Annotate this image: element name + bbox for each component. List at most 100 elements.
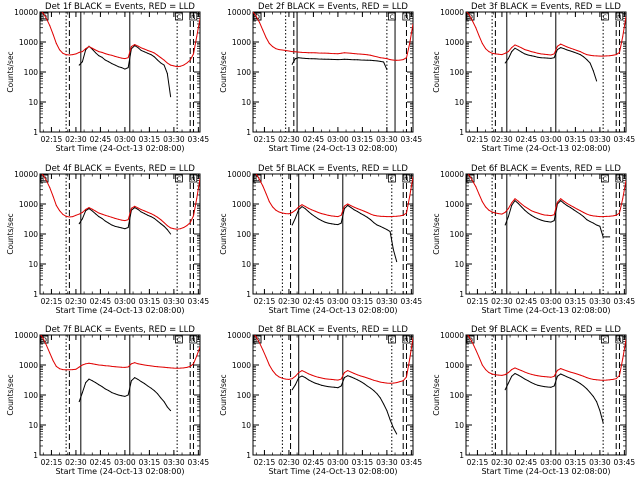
- data-point-lld: [62, 213, 64, 215]
- data-point-events: [550, 386, 552, 388]
- data-point-lld: [327, 52, 329, 54]
- data-point-events: [563, 374, 565, 376]
- data-point-lld: [547, 376, 549, 378]
- corner-marker-box: [253, 335, 262, 344]
- data-point-lld: [72, 54, 74, 56]
- data-point-lld: [59, 210, 61, 212]
- data-point-lld: [189, 365, 191, 367]
- data-point-lld: [291, 51, 293, 53]
- data-point-lld: [288, 213, 290, 215]
- data-point-events: [511, 375, 513, 377]
- data-point-lld: [337, 379, 339, 381]
- y-tick-label: 100: [24, 230, 39, 239]
- data-point-lld: [98, 364, 100, 366]
- data-point-lld: [586, 377, 588, 379]
- data-point-lld: [262, 349, 264, 351]
- data-point-lld: [137, 363, 139, 365]
- panel-title: Det 7f BLACK = Events, RED = LLD: [45, 325, 195, 335]
- data-point-lld: [121, 219, 123, 221]
- data-point-events: [366, 59, 368, 61]
- series-line-lld: [467, 335, 626, 381]
- corner-marker-box: [40, 12, 49, 21]
- y-tick-label: 10: [241, 421, 251, 430]
- data-point-lld: [521, 47, 523, 49]
- data-point-lld: [150, 213, 152, 215]
- data-point-lld: [399, 59, 401, 61]
- data-point-lld: [527, 208, 529, 210]
- data-point-events: [514, 47, 516, 49]
- data-point-lld: [134, 44, 136, 46]
- data-point-events: [596, 401, 598, 403]
- corner-marker-label: C: [177, 14, 181, 21]
- x-tick-label: 03:30: [589, 297, 611, 306]
- data-point-lld: [605, 215, 607, 217]
- data-point-lld: [272, 370, 274, 372]
- x-tick-label: 03:45: [614, 135, 636, 144]
- data-point-lld: [68, 216, 70, 218]
- data-point-lld: [334, 379, 336, 381]
- data-point-events: [383, 403, 385, 405]
- data-point-events: [157, 220, 159, 222]
- data-point-events: [576, 211, 578, 213]
- data-point-events: [537, 218, 539, 220]
- data-point-lld: [485, 48, 487, 50]
- data-point-lld: [114, 217, 116, 219]
- x-tick-label: 03:30: [163, 135, 185, 144]
- data-point-events: [304, 208, 306, 210]
- data-point-lld: [288, 378, 290, 380]
- data-point-lld: [347, 203, 349, 205]
- data-point-lld: [272, 206, 274, 208]
- data-point-events: [543, 386, 545, 388]
- data-point-lld: [321, 52, 323, 54]
- data-point-lld: [81, 51, 83, 53]
- data-point-lld: [101, 213, 103, 215]
- data-point-events: [537, 384, 539, 386]
- corner-marker-box: [189, 335, 198, 344]
- data-point-lld: [42, 174, 44, 176]
- panel-det-2: Det 2f BLACK = Events, RED = LLD 1 10 100 10…: [219, 2, 422, 153]
- data-point-events: [527, 212, 529, 214]
- data-point-lld: [511, 47, 513, 49]
- data-point-lld: [78, 51, 80, 53]
- data-point-lld: [88, 207, 90, 209]
- data-point-events: [592, 222, 594, 224]
- data-point-lld: [488, 209, 490, 211]
- data-point-lld: [347, 370, 349, 372]
- y-tick-label: 1000: [19, 200, 38, 209]
- data-point-lld: [186, 225, 188, 227]
- data-point-lld: [596, 379, 598, 381]
- series-line-lld: [253, 12, 413, 61]
- data-point-lld: [379, 215, 381, 217]
- data-point-events: [321, 58, 323, 60]
- x-tick-label: 02:45: [516, 458, 538, 467]
- data-point-lld: [81, 364, 83, 366]
- data-point-events: [550, 57, 552, 59]
- data-point-lld: [527, 372, 529, 374]
- data-point-lld: [569, 47, 571, 49]
- data-point-lld: [157, 54, 159, 56]
- data-point-events: [596, 80, 598, 82]
- panel-title: Det 8f BLACK = Events, RED = LLD: [258, 325, 408, 335]
- x-tick-label: 02:30: [278, 458, 300, 467]
- data-point-events: [78, 223, 80, 225]
- data-point-events: [547, 221, 549, 223]
- data-point-events: [88, 378, 90, 380]
- data-point-events: [324, 221, 326, 223]
- data-point-lld: [317, 52, 319, 54]
- corner-marker-label: C: [603, 176, 607, 183]
- data-point-lld: [524, 49, 526, 51]
- data-point-events: [540, 219, 542, 221]
- data-point-lld: [622, 358, 624, 360]
- data-point-events: [530, 214, 532, 216]
- y-tick-label: 100: [450, 391, 465, 400]
- corner-marker-box: [189, 174, 198, 183]
- data-point-lld: [478, 356, 480, 358]
- panel-title: Det 2f BLACK = Events, RED = LLD: [258, 2, 408, 12]
- data-point-lld: [396, 382, 398, 384]
- data-point-lld: [392, 59, 394, 61]
- data-point-events: [360, 381, 362, 383]
- data-point-lld: [330, 52, 332, 54]
- x-tick-label: 02:15: [41, 458, 63, 467]
- data-point-events: [392, 249, 394, 251]
- data-point-events: [373, 390, 375, 392]
